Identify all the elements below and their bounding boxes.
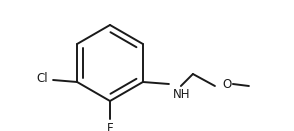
Text: O: O (222, 78, 232, 91)
Text: F: F (107, 122, 113, 131)
Text: Cl: Cl (36, 72, 48, 86)
Text: NH: NH (173, 88, 191, 101)
